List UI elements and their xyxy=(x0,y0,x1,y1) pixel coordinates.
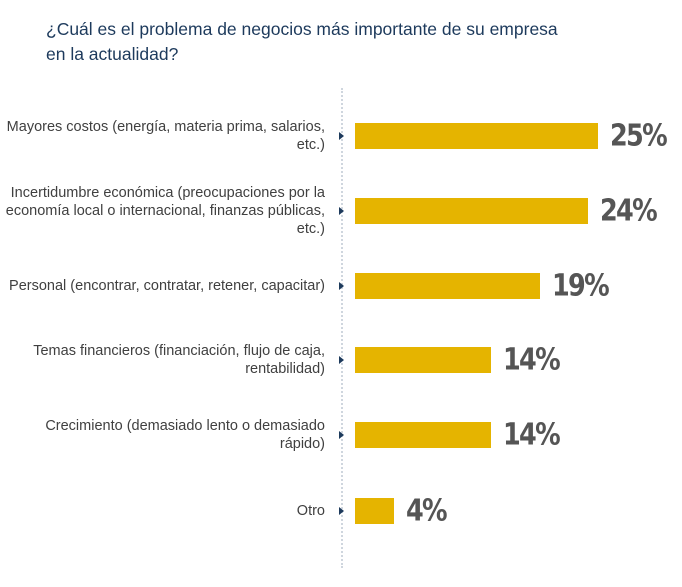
bar xyxy=(355,198,589,224)
category-label: Mayores costos (energía, materia prima, … xyxy=(6,119,325,153)
value-label: 19% xyxy=(551,268,610,304)
arrow-marker xyxy=(339,282,344,290)
value-label: 24% xyxy=(600,193,658,229)
arrow-marker xyxy=(339,507,344,515)
value-label: 25% xyxy=(610,118,668,154)
arrow-marker xyxy=(339,207,344,215)
arrow-marker xyxy=(339,431,344,439)
axis-line xyxy=(341,88,343,568)
arrow-marker xyxy=(339,356,344,364)
bar xyxy=(355,347,492,373)
bar xyxy=(355,123,598,149)
bar xyxy=(355,273,540,299)
category-label: Temas financieros (financiación, flujo d… xyxy=(33,343,325,377)
category-label: Crecimiento (demasiado lento o demasiado… xyxy=(45,418,325,452)
value-label: 14% xyxy=(503,417,561,453)
category-label: Personal (encontrar, contratar, retener,… xyxy=(9,278,325,294)
chart-title: ¿Cuál es el problema de negocios más imp… xyxy=(46,19,558,64)
arrow-marker xyxy=(339,132,344,140)
bar xyxy=(355,422,492,448)
value-label: 14% xyxy=(503,342,561,378)
value-label: 4% xyxy=(405,493,448,529)
category-label: Incertidumbre económica (preocupaciones … xyxy=(5,185,325,237)
bar xyxy=(355,498,394,524)
category-label: Otro xyxy=(296,503,325,519)
